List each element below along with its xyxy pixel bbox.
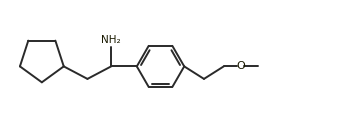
Text: NH₂: NH₂ — [101, 35, 121, 45]
Text: O: O — [236, 61, 245, 71]
